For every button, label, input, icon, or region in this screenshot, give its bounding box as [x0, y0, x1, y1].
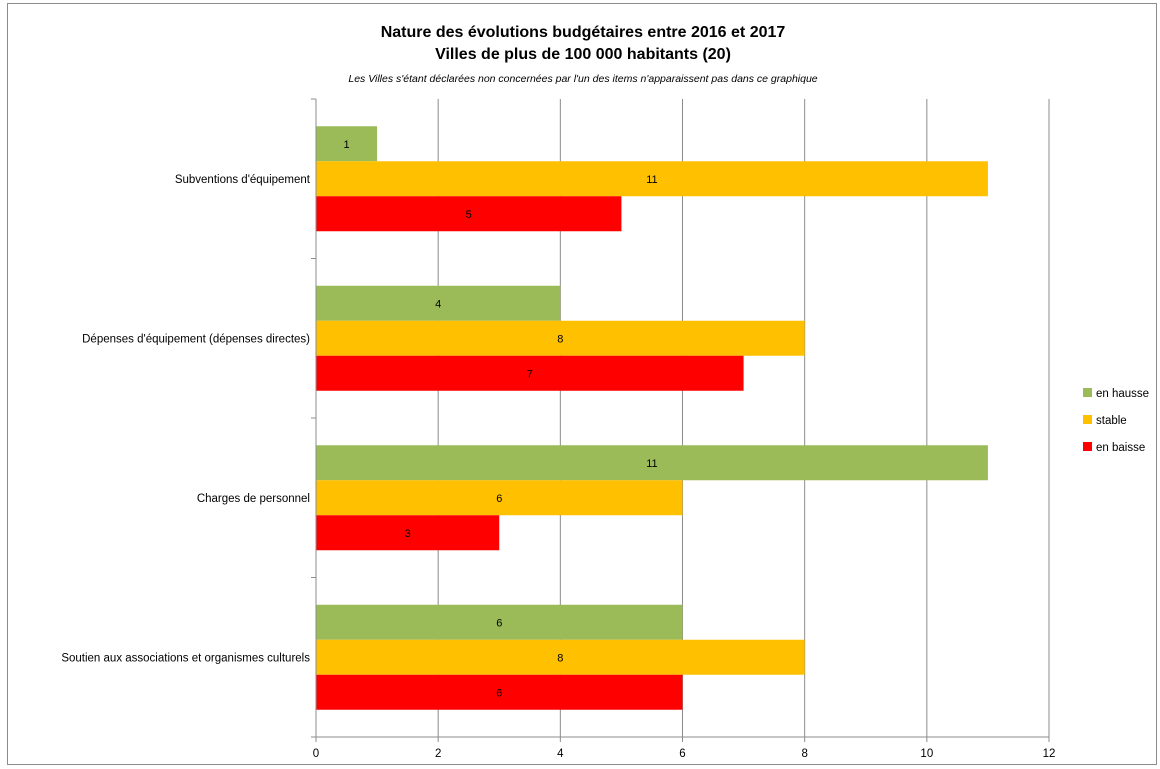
bar-stable-0: [316, 161, 988, 197]
bar-en-baisse-3: [316, 674, 683, 710]
chart-frame: Nature des évolutions budgétaires entre …: [7, 3, 1157, 765]
chart-title-line2: Villes de plus de 100 000 habitants (20): [435, 46, 731, 63]
data-label-en-baisse-2: 3: [405, 528, 411, 540]
data-label-en-hausse-0: 1: [343, 139, 349, 151]
data-label-en-baisse-0: 5: [466, 209, 472, 221]
legend-swatch-en-baisse: [1083, 442, 1092, 451]
chart-subtitle: Les Villes s'étant déclarées non concern…: [348, 73, 817, 85]
x-tick-label-2: 2: [435, 748, 441, 760]
legend-swatch-stable: [1083, 415, 1092, 424]
chart-title: Nature des évolutions budgétaires entre …: [381, 24, 786, 41]
bar-en-baisse-2: [316, 515, 500, 551]
axes: Subventions d'équipement Dépenses d'équip…: [61, 98, 1056, 760]
x-tick-label-10: 10: [920, 748, 933, 760]
data-label-stable-0: 11: [646, 174, 657, 186]
category-label-2: Charges de personnel: [197, 493, 310, 505]
category-label-3: Soutien aux associations et organismes c…: [61, 652, 310, 664]
legend-swatch-en-hausse: [1083, 388, 1092, 397]
data-label-en-hausse-3: 6: [496, 617, 502, 629]
bar-en-hausse-0: [316, 126, 378, 162]
legend-label-en-hausse: en hausse: [1096, 388, 1149, 400]
bar-chart: Nature des évolutions budgétaires entre …: [61, 24, 1149, 760]
data-label-en-hausse-1: 4: [435, 298, 441, 310]
data-label-stable-2: 6: [496, 493, 502, 505]
data-label-en-baisse-3: 6: [496, 687, 502, 699]
category-label-1: Dépenses d'équipement (dépenses directes…: [82, 333, 310, 345]
x-tick-label-12: 12: [1043, 748, 1056, 760]
category-label-0: Subventions d'équipement: [175, 174, 311, 186]
bar-stable-3: [316, 639, 805, 675]
bar-en-hausse-2: [316, 445, 988, 481]
bar-en-baisse-0: [316, 196, 622, 232]
bar-en-baisse-1: [316, 355, 744, 391]
x-tick-label-8: 8: [801, 748, 807, 760]
legend: en hausse stable en baisse: [1083, 388, 1149, 454]
data-label-en-hausse-2: 11: [646, 458, 657, 470]
bar-stable-2: [316, 480, 683, 516]
bar-stable-1: [316, 320, 805, 356]
bar-en-hausse-1: [316, 285, 561, 321]
x-tick-label-0: 0: [313, 748, 319, 760]
legend-label-en-baisse: en baisse: [1096, 442, 1145, 454]
bar-en-hausse-3: [316, 604, 683, 640]
data-label-stable-1: 8: [557, 333, 563, 345]
x-tick-label-4: 4: [557, 748, 564, 760]
legend-label-stable: stable: [1096, 415, 1127, 427]
x-tick-label-6: 6: [679, 748, 685, 760]
data-label-stable-3: 8: [557, 652, 563, 664]
data-label-en-baisse-1: 7: [527, 368, 533, 380]
